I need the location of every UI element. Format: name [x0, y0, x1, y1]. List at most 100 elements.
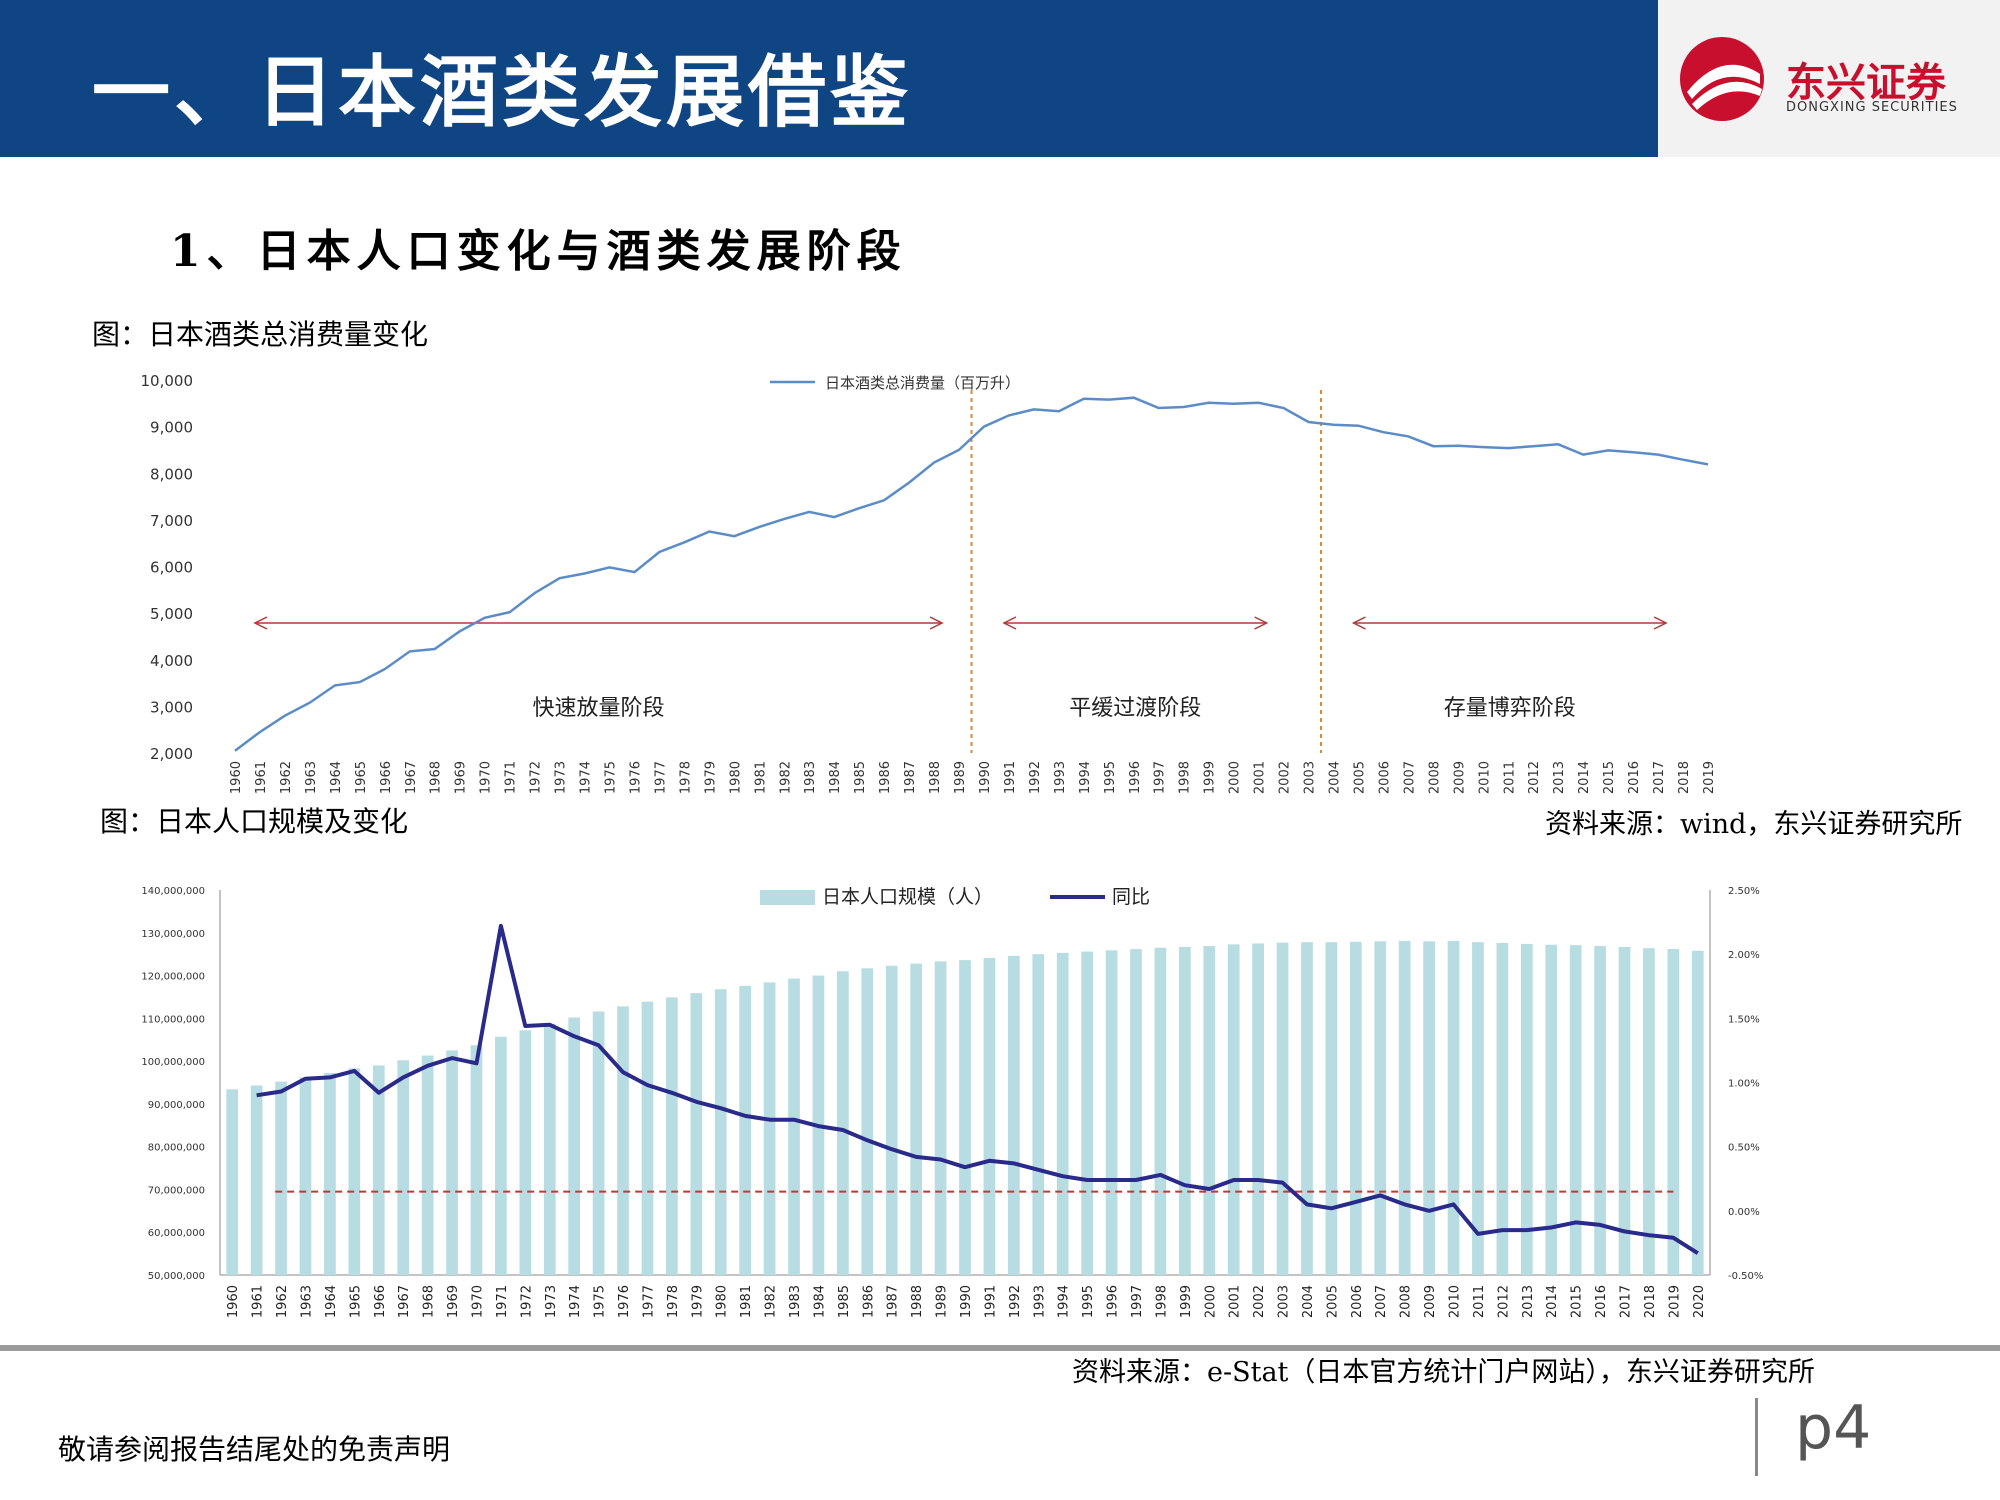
population-bar: [1447, 940, 1460, 1275]
x-tick-label: 2007: [1374, 1285, 1389, 1318]
x-tick-label: 1973: [544, 1285, 559, 1318]
population-bar: [1618, 946, 1631, 1275]
right-tick-label: -0.50%: [1728, 1271, 1763, 1282]
phase-arrowhead-right: [929, 616, 944, 630]
y-tick-label: 10,000: [141, 372, 194, 390]
consumption-line: [234, 396, 1709, 752]
x-tick-label: 1976: [617, 1285, 632, 1318]
x-tick-label: 1999: [1179, 1285, 1194, 1318]
population-bar: [446, 1050, 458, 1275]
population-bar: [934, 961, 947, 1275]
phase-arrowhead-left: [1002, 616, 1017, 630]
x-tick-label: 2013: [1552, 761, 1567, 794]
x-tick-label: 2001: [1228, 1285, 1243, 1318]
right-tick-label: 1.50%: [1728, 1014, 1760, 1025]
x-tick-label: 2000: [1203, 1285, 1218, 1318]
x-tick-label: 2019: [1667, 1285, 1682, 1318]
population-bar: [788, 978, 800, 1275]
x-tick-label: 2009: [1423, 1285, 1438, 1318]
population-bar: [1105, 950, 1118, 1275]
x-tick-label: 2014: [1545, 1285, 1560, 1318]
y-tick-label: 3,000: [150, 698, 193, 716]
population-bar: [690, 993, 703, 1275]
x-tick-label: 2001: [1253, 761, 1268, 794]
y-tick-label: 8,000: [150, 465, 193, 483]
population-bar: [1325, 942, 1338, 1275]
legend-line-label: 同比: [1112, 886, 1150, 908]
population-bar: [1398, 940, 1411, 1275]
x-tick-label: 1961: [254, 761, 269, 794]
chart2-caption: 图：日本人口规模及变化: [100, 805, 409, 838]
x-tick-label: 2006: [1377, 761, 1392, 794]
x-tick-label: 1983: [788, 1285, 803, 1318]
x-tick-label: 1971: [504, 761, 519, 794]
x-tick-label: 1966: [373, 1285, 388, 1318]
x-tick-label: 2008: [1399, 1285, 1414, 1318]
logo-mark-icon: [1680, 37, 1764, 121]
x-tick-label: 1992: [1008, 1285, 1023, 1318]
x-tick-label: 1979: [703, 761, 718, 794]
x-tick-label: 1995: [1103, 761, 1118, 794]
x-tick-label: 1988: [928, 761, 943, 794]
left-tick-label: 90,000,000: [148, 1100, 205, 1111]
x-tick-label: 2005: [1325, 1285, 1340, 1318]
x-tick-label: 1986: [861, 1285, 876, 1318]
population-bar: [617, 1006, 629, 1275]
x-tick-label: 1977: [653, 761, 668, 794]
chart1-source: 资料来源：wind，东兴证券研究所: [1545, 809, 1963, 840]
x-tick-label: 2009: [1452, 761, 1467, 794]
x-tick-label: 1975: [603, 761, 618, 794]
x-tick-label: 1962: [275, 1285, 290, 1318]
population-bar: [250, 1085, 263, 1275]
x-tick-label: 2020: [1692, 1285, 1707, 1318]
population-bar: [226, 1089, 239, 1275]
x-tick-label: 2011: [1502, 761, 1517, 794]
population-bar: [739, 985, 752, 1275]
x-tick-label: 1988: [910, 1285, 925, 1318]
phase-label: 快速放量阶段: [533, 696, 665, 721]
x-tick-label: 1991: [983, 1285, 998, 1318]
x-tick-label: 1960: [226, 1285, 241, 1318]
x-tick-label: 1963: [299, 1285, 314, 1318]
x-tick-label: 2008: [1427, 761, 1442, 794]
x-tick-label: 1964: [329, 761, 344, 794]
x-tick-label: 2003: [1303, 761, 1318, 794]
population-bar: [1007, 955, 1020, 1275]
population-bar: [861, 968, 874, 1275]
x-tick-label: 2005: [1352, 761, 1367, 794]
population-bar: [397, 1060, 410, 1275]
x-tick-label: 1993: [1053, 761, 1068, 794]
population-bar: [275, 1081, 287, 1275]
x-tick-label: 2006: [1350, 1285, 1365, 1318]
population-bar: [1032, 954, 1045, 1275]
x-tick-label: 1995: [1081, 1285, 1096, 1318]
population-bar: [1227, 944, 1240, 1275]
x-tick-label: 1993: [1032, 1285, 1047, 1318]
x-tick-label: 1980: [728, 761, 743, 794]
x-tick-label: 2003: [1277, 1285, 1292, 1318]
x-tick-label: 1998: [1154, 1285, 1169, 1318]
x-tick-label: 1973: [554, 761, 569, 794]
x-tick-label: 2011: [1472, 1285, 1487, 1318]
x-tick-label: 1978: [678, 761, 693, 794]
left-tick-label: 130,000,000: [141, 929, 205, 940]
x-tick-label: 1984: [828, 761, 843, 794]
x-tick-label: 2016: [1594, 1285, 1609, 1318]
x-tick-label: 1969: [454, 761, 469, 794]
x-tick-label: 1998: [1178, 761, 1193, 794]
population-bar: [959, 960, 971, 1275]
page-divider: [1755, 1398, 1758, 1476]
y-tick-label: 7,000: [150, 512, 193, 530]
x-tick-label: 2002: [1252, 1285, 1267, 1318]
x-tick-label: 1970: [479, 761, 494, 794]
population-bar: [1423, 941, 1435, 1275]
x-tick-label: 1987: [903, 761, 918, 794]
population-bar: [1520, 943, 1533, 1275]
population-bar: [837, 971, 849, 1275]
population-bar: [910, 963, 923, 1275]
population-bar: [714, 989, 727, 1275]
x-tick-label: 2004: [1301, 1285, 1316, 1318]
phase-arrowhead-left: [1351, 616, 1366, 630]
population-bar: [641, 1001, 654, 1275]
legend-label: 日本酒类总消费量（百万升）: [825, 374, 1020, 392]
